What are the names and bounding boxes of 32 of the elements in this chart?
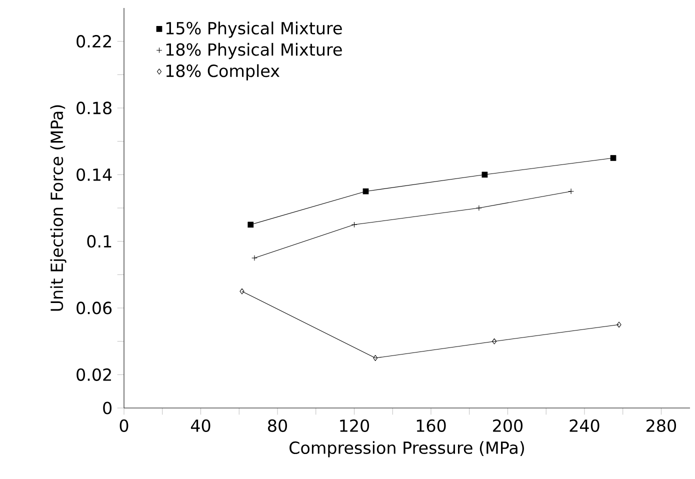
y-tick-label: 0 bbox=[103, 402, 112, 414]
point bbox=[252, 255, 258, 261]
x-tick-label: 240 bbox=[570, 419, 600, 432]
x-axis-title: Compression Pressure (MPa) bbox=[290, 441, 524, 458]
legend-label: 18% Physical Mixture bbox=[166, 42, 342, 60]
point bbox=[240, 288, 244, 294]
point bbox=[362, 188, 369, 194]
x-tick-label: 280 bbox=[646, 419, 676, 432]
legend-label: 18% Complex bbox=[166, 64, 280, 80]
y-tick-label: 0.1 bbox=[87, 235, 112, 248]
x-tick-label: 80 bbox=[268, 419, 287, 432]
y-tick-label: 0.18 bbox=[76, 102, 112, 114]
point bbox=[482, 172, 488, 178]
point bbox=[492, 338, 497, 344]
point bbox=[616, 322, 622, 328]
point bbox=[476, 205, 482, 211]
point bbox=[568, 188, 574, 194]
y-tick-label: 0.14 bbox=[76, 168, 112, 181]
point bbox=[351, 222, 358, 228]
x-tick-label: 200 bbox=[493, 419, 523, 432]
x-tick-label: 40 bbox=[190, 419, 210, 432]
x-tick-label: 120 bbox=[340, 419, 370, 432]
y-tick-label: 0.02 bbox=[76, 368, 111, 381]
point bbox=[248, 222, 254, 228]
y-axis-title: Unit Ejection Force (MPa) bbox=[50, 105, 66, 311]
y-tick-label: 0.22 bbox=[76, 35, 111, 48]
y-tick-label: 0.06 bbox=[76, 302, 112, 314]
point bbox=[610, 155, 616, 161]
x-tick-label: 160 bbox=[416, 419, 446, 432]
point bbox=[373, 355, 378, 361]
x-tick-label: 0 bbox=[120, 419, 128, 432]
legend-label: 15% Physical Mixture bbox=[166, 22, 342, 38]
